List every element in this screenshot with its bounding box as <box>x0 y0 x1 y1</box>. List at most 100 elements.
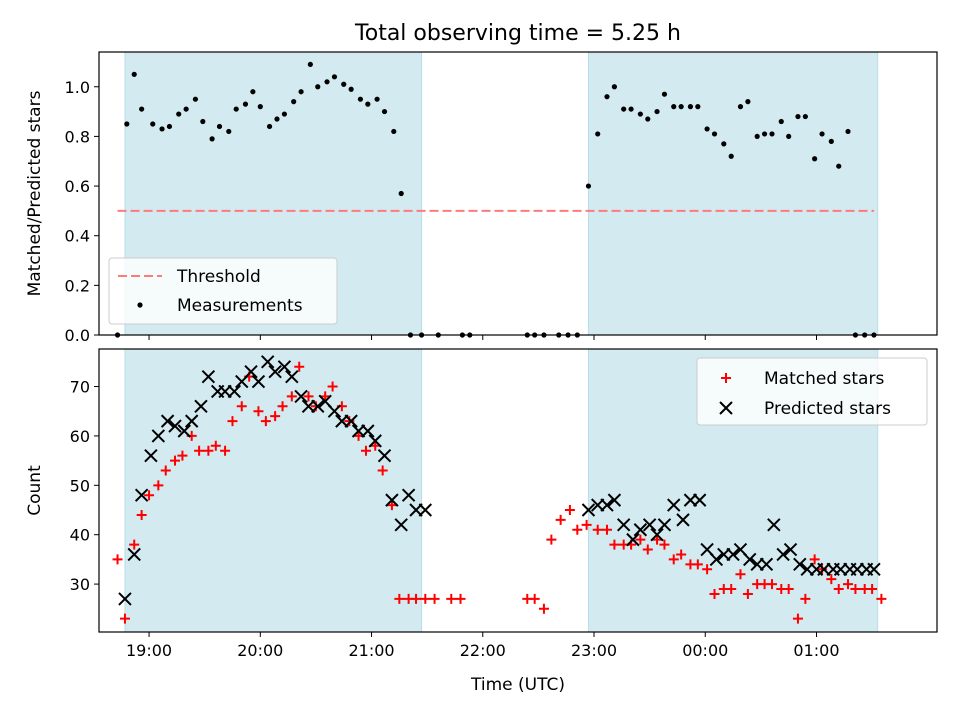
y-tick-label: 0.4 <box>65 227 90 246</box>
matched-star-point <box>668 554 679 565</box>
matched-star-point <box>411 593 422 604</box>
measurement-point <box>621 106 627 112</box>
measurement-point <box>802 113 808 120</box>
matched-star-point <box>546 534 557 545</box>
matched-star-point <box>420 593 431 604</box>
matched-star-point <box>676 549 687 560</box>
legend-matched-swatch <box>721 373 731 383</box>
measurement-point <box>315 84 321 90</box>
measurement-point <box>637 111 643 117</box>
measurement-point <box>307 61 313 68</box>
predicted-star-point <box>144 448 158 463</box>
predicted-star-point <box>867 562 881 576</box>
predicted-star-point <box>118 592 132 606</box>
legend-measurements-label: Measurements <box>177 296 303 316</box>
measurement-point <box>159 126 165 132</box>
measurement-point <box>209 136 215 142</box>
predicted-star-point <box>418 503 433 517</box>
measurement-point <box>324 79 330 85</box>
matched-star-point <box>455 593 466 604</box>
measurement-point <box>728 153 734 159</box>
predicted-star-point <box>311 399 325 413</box>
y-tick-label: 70 <box>70 378 90 397</box>
measurement-point <box>341 81 347 87</box>
measurement-point <box>795 113 801 120</box>
predicted-star-point <box>184 414 199 428</box>
matched-star-point <box>783 584 794 595</box>
measurement-point <box>611 84 618 90</box>
predicted-star-point <box>327 404 342 418</box>
legend-predicted-label: Predicted stars <box>764 399 891 419</box>
observing-window <box>588 52 878 335</box>
measurement-point <box>150 121 156 127</box>
y-tick-label: 60 <box>70 427 90 446</box>
matched-star-point <box>177 450 188 461</box>
matched-star-point <box>833 584 844 595</box>
x-tick-label: 22:00 <box>460 641 506 660</box>
predicted-star-point <box>743 552 757 567</box>
matched-star-point <box>136 509 147 520</box>
predicted-star-point <box>600 498 614 512</box>
matched-star-point <box>555 514 566 525</box>
matched-star-point <box>112 554 123 565</box>
measurement-point <box>281 111 287 117</box>
predicted-star-point <box>361 424 375 438</box>
measurement-point <box>819 131 825 137</box>
predicted-star-point <box>285 369 299 384</box>
matched-star-point <box>320 391 331 402</box>
measurement-point <box>778 118 784 125</box>
y-tick-label: 0.0 <box>65 326 90 345</box>
measurement-point <box>595 131 601 137</box>
measurement-point <box>769 131 775 137</box>
matched-star-point <box>303 391 314 402</box>
measurement-point <box>678 104 684 110</box>
matched-star-point <box>119 613 130 624</box>
matched-star-point <box>153 480 164 491</box>
matched-star-point <box>659 539 670 550</box>
predicted-star-point <box>616 518 631 532</box>
measurement-point <box>654 108 660 115</box>
measurement-point <box>745 99 751 105</box>
measurement-point <box>828 138 834 144</box>
measurement-point <box>200 118 206 125</box>
predicted-star-point <box>194 399 208 413</box>
measurement-point <box>176 111 182 117</box>
x-tick-label: 23:00 <box>571 641 617 660</box>
matched-star-point <box>394 593 405 604</box>
matched-star-point <box>236 401 247 412</box>
matched-star-point <box>726 584 737 595</box>
matched-star-point <box>270 411 281 422</box>
matched-star-point <box>709 588 720 599</box>
matched-star-point <box>572 524 583 535</box>
measurement-point <box>671 104 677 110</box>
y-axis-label: Matched/Predicted stars <box>25 90 45 296</box>
x-tick-label: 19:00 <box>126 641 172 660</box>
measurement-point <box>266 123 273 130</box>
legend <box>108 257 338 325</box>
predicted-star-point <box>177 424 191 438</box>
predicted-star-point <box>394 518 408 532</box>
matched-star-point <box>792 613 803 624</box>
matched-star-point <box>360 445 371 456</box>
observing-window <box>124 349 422 632</box>
predicted-star-point <box>401 488 416 502</box>
chart-title: Total observing time = 5.25 h <box>354 21 681 46</box>
measurement-point <box>687 104 694 110</box>
predicted-star-point <box>767 518 781 532</box>
matched-star-point <box>129 539 140 550</box>
predicted-star-point <box>251 374 266 389</box>
measurement-point <box>754 133 760 140</box>
x-tick-label: 00:00 <box>682 641 728 660</box>
matched-star-point <box>581 519 592 530</box>
matched-star-point <box>692 559 703 570</box>
matched-star-point <box>702 564 713 575</box>
measurement-point <box>628 106 634 112</box>
predicted-star-point <box>642 518 657 532</box>
measurement-point <box>242 101 249 107</box>
measurement-point <box>381 108 388 115</box>
matched-star-point <box>210 440 221 451</box>
measurement-point <box>737 104 744 110</box>
predicted-star-point <box>633 523 648 537</box>
count-panel: 30 40 50 60 70 19:00 20:00 21:00 22:00 23:00 00:00… <box>25 348 938 660</box>
matched-star-point <box>194 445 205 456</box>
